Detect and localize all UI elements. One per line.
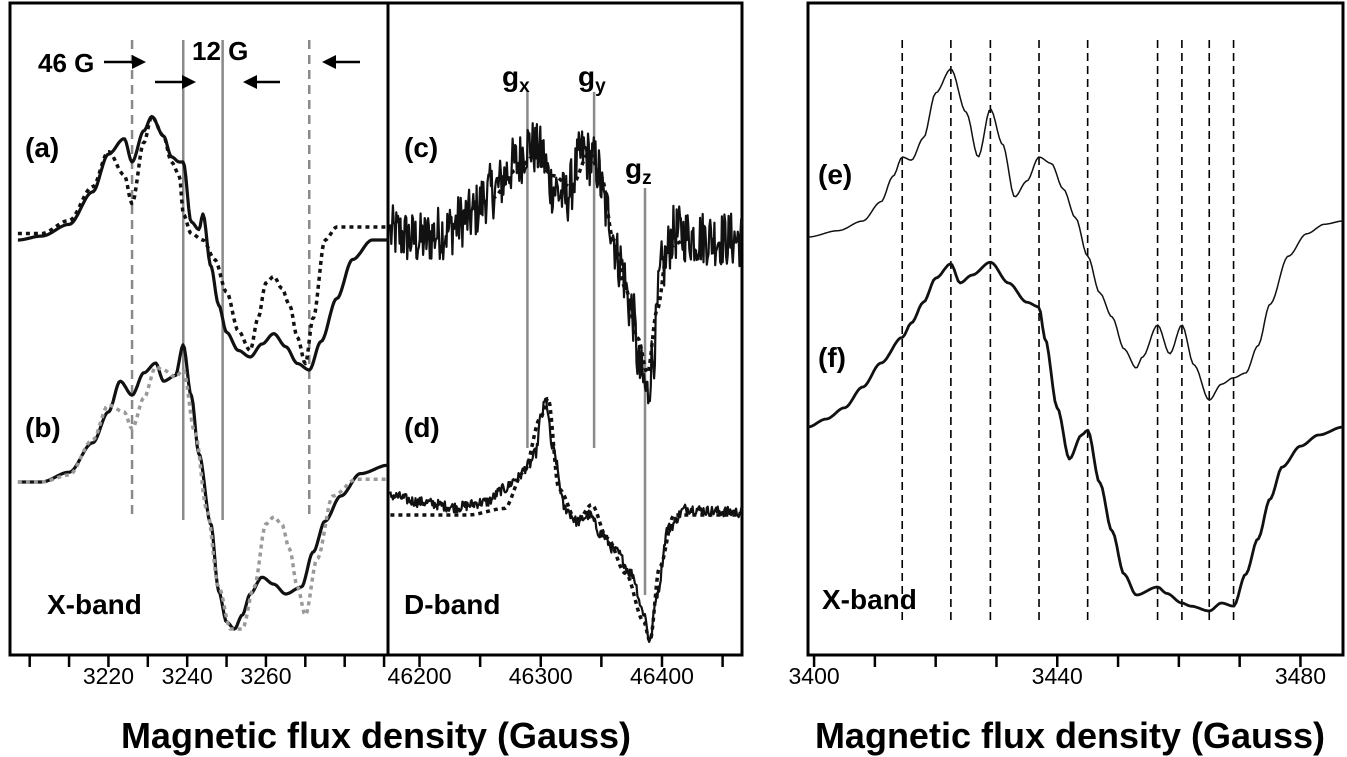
x-tick-label-46400: 46400 [630, 663, 694, 689]
x-tick-label-3240: 3240 [162, 663, 213, 689]
g-label-z-sub: z [642, 168, 652, 189]
x-band-panel-frame [8, 1, 390, 657]
series-e [807, 68, 1344, 401]
g-label-x: gx [502, 61, 530, 97]
series-asimulation-dotted [17, 114, 389, 366]
spacing-label-12g: 12 G [192, 36, 248, 66]
band-label-right-x: X-band [822, 584, 917, 615]
series-c [389, 122, 744, 405]
spacing-arrows [104, 55, 360, 89]
panel-label-b: (b) [25, 412, 61, 443]
series-dsimulation-dotted [390, 396, 743, 643]
arrow-inner-left-head [182, 75, 196, 89]
series-csimulation-dotted [491, 151, 688, 375]
right-panel-frame [806, 1, 1345, 657]
x-tick-label-46200: 46200 [388, 663, 452, 689]
g-label-z: gz [625, 153, 652, 189]
left-x-band-plot: 3220 3240 3260 [17, 40, 389, 689]
g-label-x-main: g [502, 61, 519, 92]
x-tick-label-3220: 3220 [83, 663, 134, 689]
band-label-left-x: X-band [47, 589, 142, 620]
g-label-y-main: g [578, 61, 595, 92]
band-label-left-d: D-band [404, 589, 500, 620]
x-axis-title-left: Magnetic flux density (Gauss) [121, 715, 631, 756]
x-tick-label-3260: 3260 [240, 663, 291, 689]
series-a [17, 114, 389, 372]
panel-label-a: (a) [25, 132, 59, 163]
series-f [807, 260, 1344, 613]
panel-label-e: (e) [818, 159, 852, 190]
panel-label-f: (f) [818, 342, 846, 373]
d-band-panel-frame [386, 1, 744, 657]
g-label-z-main: g [625, 153, 642, 184]
arrow-outer-left-head [132, 55, 146, 69]
x-tick-label-46300: 46300 [509, 663, 573, 689]
x-axis-title-right: Magnetic flux density (Gauss) [815, 715, 1325, 756]
g-label-x-sub: x [519, 76, 530, 97]
spacing-label-46g: 46 G [38, 48, 94, 78]
arrow-inner-right-head [243, 75, 257, 89]
g-label-y-sub: y [595, 76, 606, 97]
arrow-outer-right-head [322, 55, 336, 69]
x-tick-label-3400: 3400 [788, 663, 839, 689]
series-bsimulation-dotted [17, 365, 389, 631]
series-d [389, 397, 743, 644]
x-tick-label-3480: 3480 [1275, 663, 1326, 689]
left-d-band-plot: 46200 46300 46400 [388, 92, 744, 689]
panel-label-d: (d) [404, 412, 440, 443]
series-b [17, 343, 389, 631]
x-tick-label-3440: 3440 [1032, 663, 1083, 689]
g-label-y: gy [578, 61, 606, 97]
panel-label-c: (c) [404, 132, 438, 163]
right-x-band-plot: 3400 3440 3480 [788, 40, 1344, 689]
